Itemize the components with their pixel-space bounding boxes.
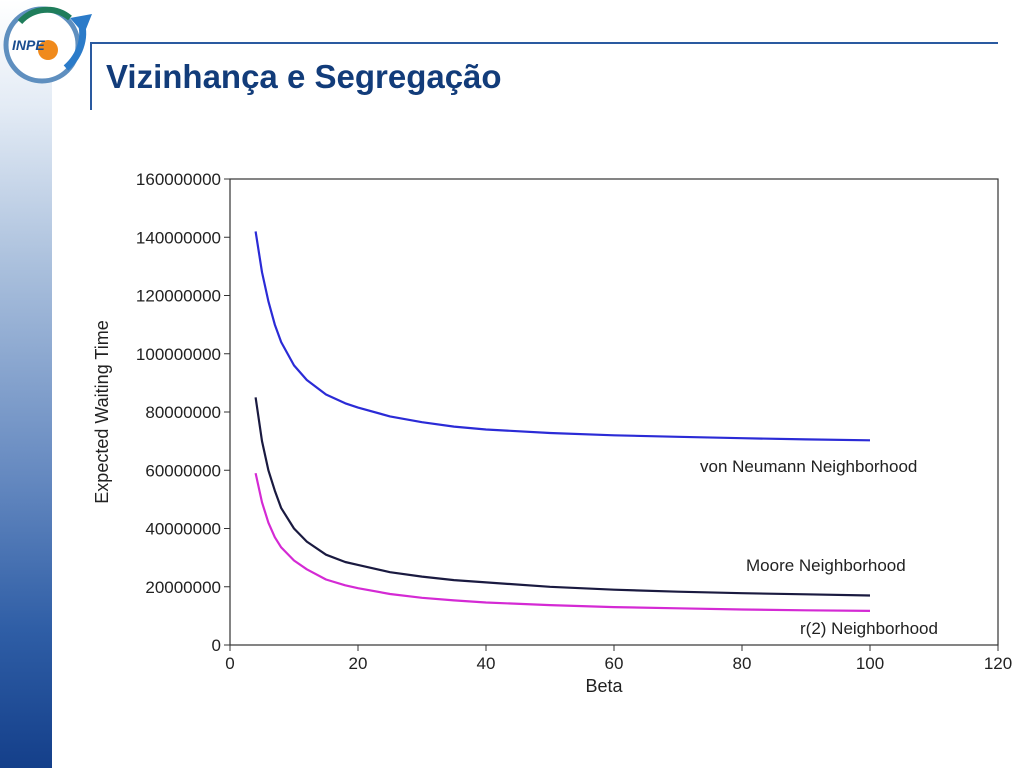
logo-text: INPE — [12, 37, 45, 53]
y-tick-label: 120000000 — [136, 287, 221, 306]
x-tick-label: 80 — [733, 654, 752, 673]
x-tick-label: 100 — [856, 654, 884, 673]
x-tick-label: 40 — [477, 654, 496, 673]
title-rule-vertical — [90, 42, 92, 110]
y-tick-label: 160000000 — [136, 170, 221, 189]
y-tick-label: 0 — [212, 636, 221, 655]
y-tick-label: 40000000 — [145, 520, 221, 539]
x-axis-label: Beta — [585, 676, 623, 696]
sidebar-gradient — [0, 0, 52, 768]
y-tick-label: 80000000 — [145, 403, 221, 422]
waiting-time-chart: 0 20000000 40000000 60000000 80000000 1000000… — [92, 170, 1012, 696]
series-label-1: Moore Neighborhood — [746, 556, 906, 575]
x-tick-label: 60 — [605, 654, 624, 673]
x-tick-label: 20 — [349, 654, 368, 673]
y-tick-label: 20000000 — [145, 578, 221, 597]
series-line-1 — [254, 397, 871, 597]
plot-frame — [229, 178, 999, 646]
page-title: Vizinhança e Segregação — [106, 58, 502, 95]
x-tick-label: 120 — [984, 654, 1012, 673]
x-tick-label: 0 — [225, 654, 234, 673]
title-rule-horizontal — [92, 42, 998, 44]
inpe-logo: INPE — [3, 6, 92, 84]
y-axis-label: Expected Waiting Time — [92, 320, 112, 503]
y-tick-label: 60000000 — [145, 461, 221, 480]
y-tick-label: 100000000 — [136, 345, 221, 364]
series-label-0: von Neumann Neighborhood — [700, 457, 917, 476]
series-label-2: r(2) Neighborhood — [800, 619, 938, 638]
y-tick-label: 140000000 — [136, 228, 221, 247]
series-line-2 — [254, 472, 871, 612]
series-line-0 — [254, 231, 871, 442]
